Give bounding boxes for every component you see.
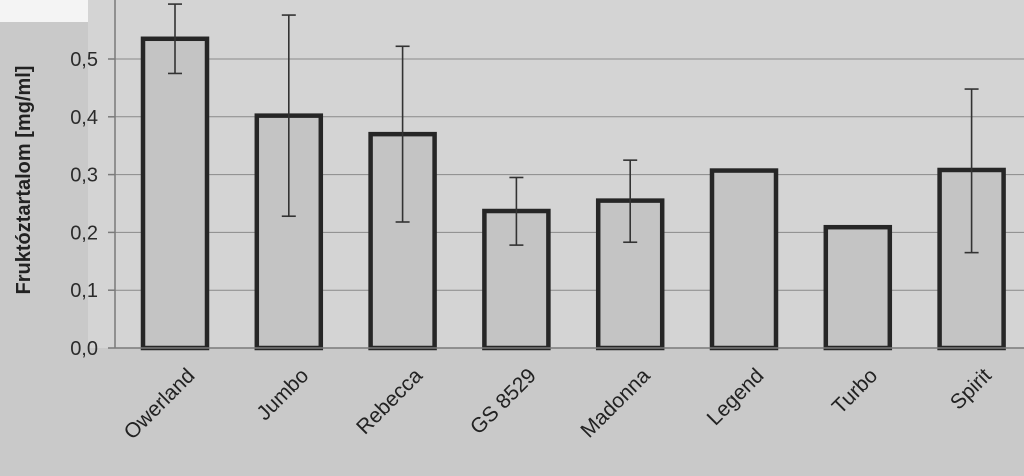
x-tick-label: Madonna [576,364,654,442]
error-bars [168,3,979,254]
bar-owerland [140,36,210,351]
y-axis-label: Fruktóztartalom [mg/ml] [13,66,35,295]
x-tick-labels: Owerland Jumbo Rebecca GS 8529 Madonna Legend… [120,364,997,444]
y-tick-labels: 0,0 0,1 0,2 0,3 0,4 0,5 [70,49,98,360]
y-tick-label: 0,0 [70,338,98,360]
y-tick-label: 0,1 [70,280,98,302]
x-tick-label: Jumbo [252,364,313,425]
x-tick-label: Owerland [120,364,200,444]
bar-legend [709,168,779,351]
x-tick-label: Turbo [828,364,883,419]
bars [140,36,1006,351]
x-tick-label: Rebecca [352,364,427,439]
x-tick-label: GS 8529 [466,364,541,439]
y-tick-label: 0,5 [70,49,98,71]
bar-turbo [823,224,893,351]
y-tick-label: 0,2 [70,222,98,244]
bar-rebecca [368,131,437,351]
y-tick-label: 0,4 [70,107,98,129]
top-strip [0,0,88,22]
x-tick-label: Spirit [946,364,996,414]
y-tick-label: 0,3 [70,165,98,187]
x-tick-label: Legend [703,364,769,430]
